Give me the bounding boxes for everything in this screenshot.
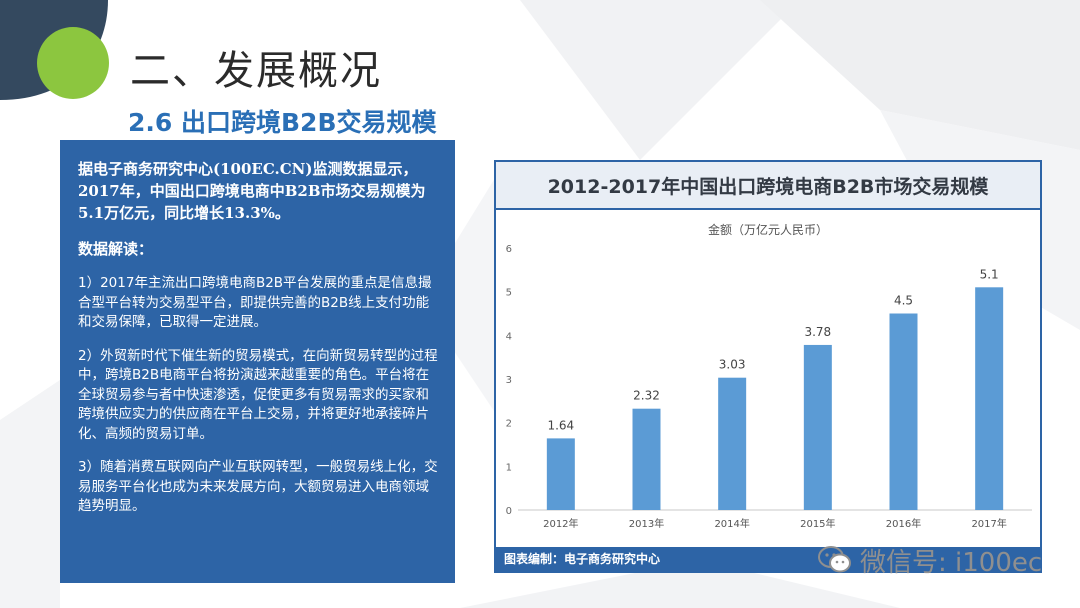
y-tick-label: 0 — [506, 506, 512, 517]
bar-value-label: 3.78 — [804, 325, 831, 339]
bar — [975, 287, 1004, 510]
bar-value-label: 5.1 — [980, 267, 999, 281]
bar-value-label: 3.03 — [719, 358, 746, 372]
chart-title: 2012-2017年中国出口跨境电商B2B市场交易规模 — [547, 175, 989, 198]
x-category-label: 2012年 — [543, 517, 578, 530]
wechat-watermark: 微信号: i100ec — [818, 540, 1042, 580]
chart-header: 2012-2017年中国出口跨境电商B2B市场交易规模 — [496, 162, 1040, 210]
interpretation-point-2: 2）外贸新时代下催生新的贸易模式，在向新贸易转型的过程中，跨境B2B电商平台将扮… — [78, 347, 438, 442]
interpretation-point-3: 3）随着消费互联网向产业互联网转型，一般贸易线上化，交易服务平台化也成为未来发展… — [78, 459, 438, 514]
wechat-icon — [818, 546, 851, 573]
wechat-id: 微信号: i100ec — [860, 547, 1043, 578]
page-subtitle: 2.6 出口跨境B2B交易规模 — [128, 108, 437, 137]
bar-value-label: 4.5 — [894, 294, 913, 308]
y-tick-label: 6 — [506, 244, 512, 255]
y-tick-label: 3 — [506, 375, 512, 386]
chart-card: 2012-2017年中国出口跨境电商B2B市场交易规模 金额（万亿元人民币） 0… — [494, 160, 1042, 573]
summary-lead: 据电子商务研究中心(100EC.CN)监测数据显示，2017年，中国出口跨境电商… — [78, 160, 426, 222]
chart-series-label: 金额（万亿元人民币） — [708, 222, 828, 237]
bar-chart: 金额（万亿元人民币） 0 1 2 3 4 5 6 1.64 2012年 2.32 2013年 3.03… — [506, 222, 1032, 530]
summary-textbox: 据电子商务研究中心(100EC.CN)监测数据显示，2017年，中国出口跨境电商… — [60, 140, 455, 583]
interpretation-heading: 数据解读： — [78, 240, 154, 258]
bar — [718, 377, 747, 510]
green-circle — [37, 27, 109, 99]
page-title: 二、发展概况 — [130, 48, 382, 94]
interpretation-point-1: 1）2017年主流出口跨境电商B2B平台发展的重点是信息撮合型平台转为交易型平台… — [78, 275, 432, 330]
y-tick-label: 4 — [506, 331, 512, 342]
x-category-label: 2015年 — [800, 517, 835, 530]
y-tick-label: 2 — [506, 419, 512, 430]
bar — [632, 408, 661, 510]
bar-value-label: 1.64 — [547, 418, 574, 432]
x-category-label: 2017年 — [971, 517, 1006, 530]
x-category-label: 2016年 — [886, 517, 921, 530]
y-tick-label: 5 — [506, 288, 512, 299]
bar-value-label: 2.32 — [633, 389, 660, 403]
bar — [803, 344, 832, 510]
x-category-label: 2014年 — [714, 517, 749, 530]
chart-source: 图表编制：电子商务研究中心 — [496, 547, 1040, 571]
y-tick-label: 1 — [506, 462, 512, 473]
x-category-label: 2013年 — [629, 517, 664, 530]
bar — [889, 313, 918, 510]
bar — [546, 438, 575, 510]
